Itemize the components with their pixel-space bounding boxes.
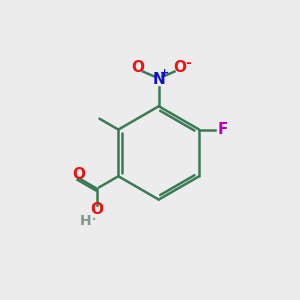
Text: ·: · [91,211,97,230]
Text: F: F [218,122,229,137]
Text: O: O [173,60,186,75]
Text: -: - [185,56,191,70]
Text: O: O [72,167,85,182]
Text: O: O [90,202,104,217]
Text: O: O [131,60,144,75]
Text: N: N [152,73,165,88]
Text: H: H [80,214,92,228]
Text: +: + [160,68,169,78]
